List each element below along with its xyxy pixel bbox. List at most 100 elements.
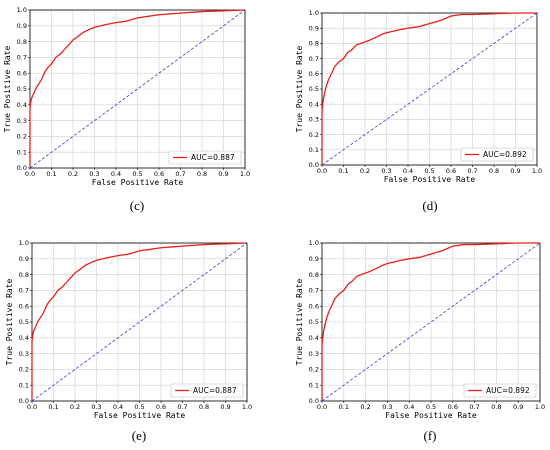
roc-curve <box>321 242 540 401</box>
x-tick-label: 0.0 <box>25 170 35 178</box>
x-tick-label: 0.3 <box>91 403 101 411</box>
x-tick-label: 0.9 <box>513 403 523 411</box>
x-tick-label: 0.5 <box>426 403 436 411</box>
y-tick-label: 0.7 <box>309 55 319 63</box>
x-tick-label: 0.7 <box>467 167 477 175</box>
y-tick-label: 0.6 <box>309 70 319 78</box>
x-axis-label: False Positive Rate <box>94 411 186 420</box>
y-tick-label: 0.9 <box>309 24 319 32</box>
legend: AUC=0.887 <box>168 150 242 165</box>
y-tick-label: 0.8 <box>19 271 29 279</box>
x-tick-label: 0.7 <box>469 403 479 411</box>
y-tick-label: 0.0 <box>19 397 29 405</box>
y-tick-label: 0.5 <box>19 318 29 326</box>
x-tick-label: 0.8 <box>197 170 207 178</box>
y-axis-label: True Positive Rate <box>295 45 304 132</box>
y-tick-label: 0.1 <box>17 148 27 156</box>
x-axis-label: False Positive Rate <box>384 175 476 184</box>
x-tick-label: 0.2 <box>70 403 80 411</box>
y-axis-label: True Positive Rate <box>295 278 304 365</box>
x-tick-label: 0.0 <box>27 403 37 411</box>
y-tick-label: 0.0 <box>309 397 319 405</box>
y-tick-label: 0.2 <box>17 133 27 141</box>
panel-caption: (f) <box>424 428 437 443</box>
y-tick-label: 0.4 <box>17 101 27 109</box>
chance-diagonal-line <box>29 9 246 169</box>
x-tick-label: 0.4 <box>111 170 121 178</box>
legend-box <box>168 150 242 165</box>
x-tick-label: 0.8 <box>491 403 501 411</box>
y-tick-label: 1.0 <box>17 6 27 14</box>
x-tick-label: 1.0 <box>240 170 250 178</box>
y-axis-label: True Positive Rate <box>5 278 14 365</box>
y-tick-label: 0.8 <box>17 38 27 46</box>
y-tick-label: 0.9 <box>17 22 27 30</box>
x-tick-label: 0.3 <box>382 403 392 411</box>
y-tick-label: 1.0 <box>309 239 319 247</box>
x-tick-label: 1.0 <box>535 403 545 411</box>
x-tick-label: 1.0 <box>242 403 252 411</box>
x-tick-label: 0.6 <box>446 167 456 175</box>
legend-label: AUC=0.892 <box>486 386 530 395</box>
y-tick-label: 0.8 <box>309 40 319 48</box>
roc-panel: 0.0 0.1 0.2 0.3 0.4 0.5 0.6 0.7 0.8 0.9 1.0 0.0 0.1 0… <box>295 239 545 443</box>
y-tick-label: 0.6 <box>309 302 319 310</box>
y-tick-label: 0.9 <box>19 255 29 263</box>
y-tick-label: 0.2 <box>19 366 29 374</box>
y-tick-label: 0.0 <box>17 164 27 172</box>
y-tick-label: 1.0 <box>309 9 319 17</box>
roc-curve <box>321 12 537 165</box>
y-tick-label: 0.4 <box>309 100 319 108</box>
y-axis-label: True Positive Rate <box>3 45 12 132</box>
y-tick-label: 0.6 <box>19 302 29 310</box>
x-tick-label: 0.6 <box>156 403 166 411</box>
roc-curve <box>29 9 246 168</box>
chance-diagonal-line <box>31 242 248 402</box>
x-tick-label: 0.9 <box>220 403 230 411</box>
x-tick-label: 0.2 <box>68 170 78 178</box>
y-tick-label: 0.2 <box>309 366 319 374</box>
panel-caption: (d) <box>422 198 437 213</box>
y-tick-label: 0.5 <box>17 85 27 93</box>
y-tick-label: 0.4 <box>309 334 319 342</box>
y-tick-label: 1.0 <box>19 239 29 247</box>
panel-caption: (e) <box>132 428 146 443</box>
x-tick-label: 0.7 <box>175 170 185 178</box>
x-tick-label: 0.8 <box>199 403 209 411</box>
x-tick-label: 0.9 <box>510 167 520 175</box>
x-tick-label: 0.3 <box>381 167 391 175</box>
x-tick-label: 0.0 <box>317 403 327 411</box>
x-tick-label: 0.4 <box>404 403 414 411</box>
x-axis-label: False Positive Rate <box>92 178 184 187</box>
x-tick-label: 0.1 <box>46 170 56 178</box>
y-tick-label: 0.3 <box>19 350 29 358</box>
x-axis-label: False Positive Rate <box>385 411 477 420</box>
legend: AUC=0.892 <box>463 383 537 398</box>
legend-box <box>460 147 534 162</box>
y-tick-label: 0.7 <box>309 287 319 295</box>
roc-panel: 0.0 0.1 0.2 0.3 0.4 0.5 0.6 0.7 0.8 0.9 1.0 0.0 0.1 0… <box>5 239 252 443</box>
x-tick-label: 0.8 <box>489 167 499 175</box>
x-tick-label: 0.6 <box>154 170 164 178</box>
y-tick-label: 0.3 <box>17 117 27 125</box>
x-tick-label: 0.5 <box>424 167 434 175</box>
y-tick-label: 0.0 <box>309 161 319 169</box>
x-tick-label: 0.5 <box>134 403 144 411</box>
panel-caption: (c) <box>130 198 144 213</box>
x-tick-label: 0.1 <box>339 403 349 411</box>
y-tick-label: 0.3 <box>309 350 319 358</box>
y-tick-label: 0.5 <box>309 85 319 93</box>
x-tick-label: 0.7 <box>177 403 187 411</box>
y-tick-label: 0.9 <box>309 255 319 263</box>
x-tick-label: 0.2 <box>360 167 370 175</box>
x-tick-label: 0.9 <box>218 170 228 178</box>
legend: AUC=0.892 <box>460 147 534 162</box>
chance-diagonal-line <box>321 12 538 166</box>
x-tick-label: 0.6 <box>448 403 458 411</box>
y-tick-label: 0.1 <box>19 381 29 389</box>
y-tick-label: 0.4 <box>19 334 29 342</box>
y-tick-label: 0.6 <box>17 69 27 77</box>
y-tick-label: 0.8 <box>309 271 319 279</box>
x-tick-label: 0.2 <box>360 403 370 411</box>
